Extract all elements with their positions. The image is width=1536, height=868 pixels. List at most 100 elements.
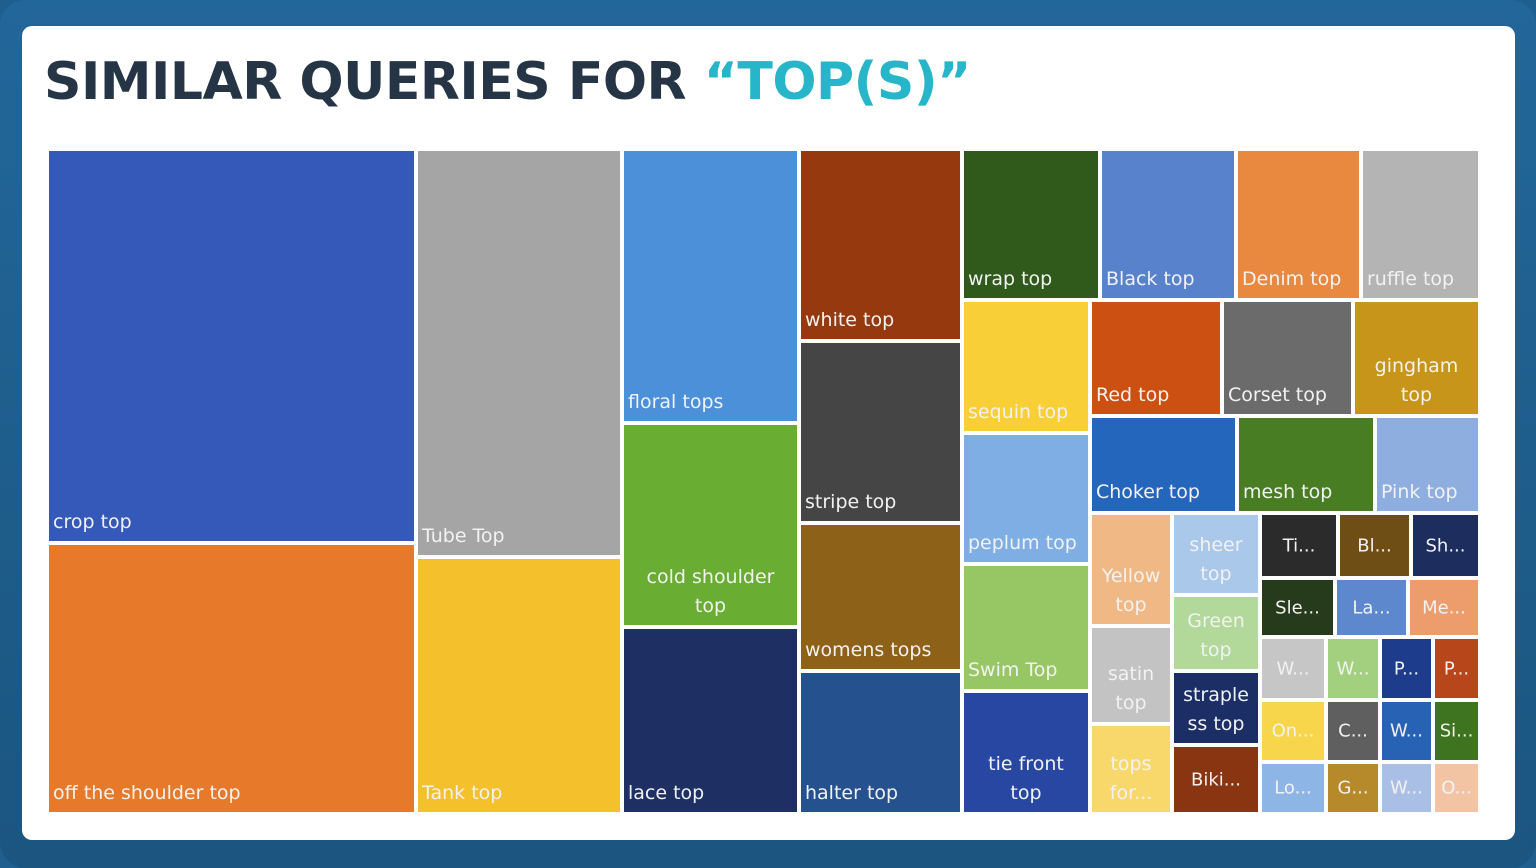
treemap-tile-label: mesh top bbox=[1243, 481, 1333, 503]
treemap-tile-label: Sh... bbox=[1425, 535, 1466, 556]
treemap-tile-label: wrap top bbox=[968, 268, 1053, 290]
treemap-tile: C... bbox=[1326, 700, 1380, 762]
treemap-tile: sheer top bbox=[1172, 513, 1260, 595]
treemap-tile: Ti... bbox=[1260, 513, 1338, 578]
treemap-tile-label: C... bbox=[1338, 720, 1368, 742]
treemap-tile-label: Lo... bbox=[1274, 777, 1312, 799]
treemap-tile: lace top bbox=[622, 627, 799, 814]
treemap-tile-label: P... bbox=[1393, 658, 1420, 679]
treemap-tile-label: stripe top bbox=[805, 491, 897, 513]
treemap-tile-label: Yellow top bbox=[1101, 565, 1161, 616]
treemap-tile: Sle... bbox=[1260, 578, 1335, 637]
treemap-tile-label: Red top bbox=[1096, 384, 1170, 406]
treemap-tile-label: O... bbox=[1441, 777, 1472, 799]
treemap-tile-label: G... bbox=[1337, 777, 1369, 799]
treemap-tile: Bl... bbox=[1338, 513, 1411, 578]
treemap-tile-label: peplum top bbox=[968, 532, 1077, 554]
treemap-tile: On... bbox=[1260, 700, 1326, 762]
treemap-tile: P... bbox=[1380, 637, 1433, 700]
treemap-tile: O... bbox=[1433, 762, 1480, 814]
treemap-tile-label: Swim Top bbox=[968, 659, 1058, 681]
treemap-tile: Sh... bbox=[1411, 513, 1480, 578]
treemap-tile: P... bbox=[1433, 637, 1480, 700]
treemap-tile: sequin top bbox=[962, 300, 1090, 433]
treemap-tile-label: Pink top bbox=[1381, 481, 1458, 503]
treemap-tile-label: La... bbox=[1352, 597, 1391, 618]
treemap-tile-label: W... bbox=[1390, 720, 1423, 742]
treemap-tile: Yellow top bbox=[1090, 513, 1172, 626]
treemap-tile-label: W... bbox=[1276, 658, 1310, 679]
title-accent: “TOP(S)” bbox=[703, 52, 972, 112]
treemap-tile: mesh top bbox=[1237, 416, 1375, 513]
title-main: SIMILAR QUERIES FOR bbox=[44, 52, 704, 112]
treemap-tile-label: Black top bbox=[1106, 268, 1195, 290]
treemap-tile-label: womens tops bbox=[805, 639, 932, 661]
treemap-tile: W... bbox=[1326, 637, 1380, 700]
treemap-tile: halter top bbox=[799, 671, 962, 814]
treemap-tile: Lo... bbox=[1260, 762, 1326, 814]
treemap-tile: Pink top bbox=[1375, 416, 1480, 513]
treemap-tile: ruffle top bbox=[1361, 149, 1480, 300]
treemap-tile-label: Corset top bbox=[1228, 384, 1327, 406]
treemap-tile: womens tops bbox=[799, 523, 962, 671]
treemap-tile: stripe top bbox=[799, 341, 962, 523]
treemap-tile: crop top bbox=[47, 149, 416, 543]
treemap-tile-label: W... bbox=[1336, 658, 1370, 679]
treemap-tile: Tank top bbox=[416, 557, 622, 814]
treemap-tile-label: Sle... bbox=[1275, 597, 1320, 618]
treemap-tile-label: Biki... bbox=[1191, 769, 1241, 790]
treemap-tile-label: cold shoulder top bbox=[646, 566, 775, 617]
treemap-tile: Black top bbox=[1100, 149, 1236, 300]
treemap-tile: straple ss top bbox=[1172, 671, 1260, 745]
treemap-tile: W... bbox=[1380, 762, 1433, 814]
treemap-tile-label: ruffle top bbox=[1367, 268, 1455, 290]
treemap-tile-label: tie front top bbox=[988, 753, 1064, 804]
treemap-tile-label: halter top bbox=[805, 782, 899, 804]
treemap-tile: Me... bbox=[1408, 578, 1480, 637]
treemap-tile-label: gingham top bbox=[1374, 355, 1459, 406]
treemap-tile-label: sheer top bbox=[1189, 534, 1243, 585]
treemap-tile: off the shoulder top bbox=[47, 543, 416, 814]
treemap-tile: wrap top bbox=[962, 149, 1100, 300]
treemap-tile: W... bbox=[1380, 700, 1433, 762]
treemap-tile: Tube Top bbox=[416, 149, 622, 557]
treemap-tile-label: straple ss top bbox=[1183, 684, 1249, 735]
treemap-tile: Denim top bbox=[1236, 149, 1361, 300]
treemap-tile-label: Tube Top bbox=[422, 525, 505, 547]
treemap-tile: La... bbox=[1335, 578, 1408, 637]
treemap-tile: white top bbox=[799, 149, 962, 341]
treemap-tile: G... bbox=[1326, 762, 1380, 814]
treemap-tile-label: W... bbox=[1390, 777, 1423, 799]
slide-title: SIMILAR QUERIES FOR “TOP(S)” bbox=[44, 52, 971, 112]
treemap-tile: satin top bbox=[1090, 626, 1172, 724]
treemap-tile-label: Denim top bbox=[1242, 268, 1342, 290]
treemap-tile-label: On... bbox=[1271, 720, 1315, 742]
treemap-tile-label: Ti... bbox=[1282, 535, 1316, 556]
treemap-tile-label: Bl... bbox=[1357, 535, 1392, 556]
treemap-tile: Si... bbox=[1433, 700, 1480, 762]
treemap-tile-label: satin top bbox=[1107, 663, 1155, 714]
treemap-tile-label: Green top bbox=[1187, 610, 1245, 661]
treemap-tile: Choker top bbox=[1090, 416, 1237, 513]
treemap-tile-label: crop top bbox=[53, 511, 132, 533]
treemap-tile: cold shoulder top bbox=[622, 423, 799, 627]
treemap-tile-label: tops for... bbox=[1109, 753, 1153, 804]
treemap-tile-label: Choker top bbox=[1096, 481, 1200, 503]
treemap-tile-label: sequin top bbox=[968, 401, 1069, 423]
treemap-tile: Corset top bbox=[1222, 300, 1353, 416]
treemap-tile: W... bbox=[1260, 637, 1326, 700]
treemap-tile-label: Me... bbox=[1422, 597, 1466, 618]
treemap-tile: tops for... bbox=[1090, 724, 1172, 814]
treemap-tile: tie front top bbox=[962, 691, 1090, 814]
treemap-tile: Biki... bbox=[1172, 745, 1260, 814]
treemap-tile: peplum top bbox=[962, 433, 1090, 564]
treemap-tile-label: lace top bbox=[628, 782, 705, 804]
treemap-tile: Swim Top bbox=[962, 564, 1090, 691]
treemap-tile-label: floral tops bbox=[628, 391, 724, 413]
treemap-tile-label: Tank top bbox=[422, 782, 503, 804]
treemap-tile-label: Si... bbox=[1439, 720, 1474, 742]
treemap-tile: Red top bbox=[1090, 300, 1222, 416]
treemap-tile-label: P... bbox=[1443, 658, 1470, 679]
treemap-tile-label: off the shoulder top bbox=[53, 782, 241, 804]
